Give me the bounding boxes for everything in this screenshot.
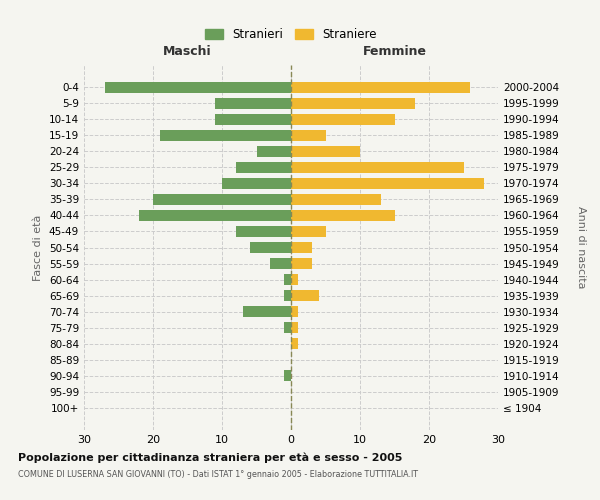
Y-axis label: Anni di nascita: Anni di nascita: [576, 206, 586, 289]
Bar: [291, 274, 298, 285]
Bar: [291, 98, 415, 109]
Bar: [291, 226, 325, 237]
Bar: [291, 338, 298, 349]
Text: COMUNE DI LUSERNA SAN GIOVANNI (TO) - Dati ISTAT 1° gennaio 2005 - Elaborazione : COMUNE DI LUSERNA SAN GIOVANNI (TO) - Da…: [18, 470, 418, 479]
Bar: [291, 114, 395, 125]
Bar: [236, 226, 291, 237]
Bar: [291, 194, 381, 205]
Bar: [291, 306, 298, 318]
Bar: [105, 82, 291, 93]
Bar: [291, 322, 298, 334]
Bar: [284, 322, 291, 334]
Bar: [215, 114, 291, 125]
Text: Popolazione per cittadinanza straniera per età e sesso - 2005: Popolazione per cittadinanza straniera p…: [18, 452, 403, 463]
Bar: [291, 162, 464, 173]
Bar: [242, 306, 291, 318]
Bar: [257, 146, 291, 157]
Bar: [291, 82, 470, 93]
Y-axis label: Fasce di età: Fasce di età: [34, 214, 43, 280]
Bar: [284, 370, 291, 382]
Bar: [271, 258, 291, 270]
Bar: [291, 146, 360, 157]
Bar: [291, 242, 312, 254]
Bar: [215, 98, 291, 109]
Bar: [291, 290, 319, 302]
Bar: [160, 130, 291, 141]
Text: Femmine: Femmine: [362, 44, 427, 58]
Bar: [153, 194, 291, 205]
Bar: [222, 178, 291, 189]
Bar: [236, 162, 291, 173]
Bar: [291, 130, 325, 141]
Legend: Stranieri, Straniere: Stranieri, Straniere: [200, 24, 382, 46]
Bar: [284, 290, 291, 302]
Bar: [291, 258, 312, 270]
Bar: [284, 274, 291, 285]
Text: Maschi: Maschi: [163, 44, 212, 58]
Bar: [291, 210, 395, 221]
Bar: [139, 210, 291, 221]
Bar: [250, 242, 291, 254]
Bar: [291, 178, 484, 189]
